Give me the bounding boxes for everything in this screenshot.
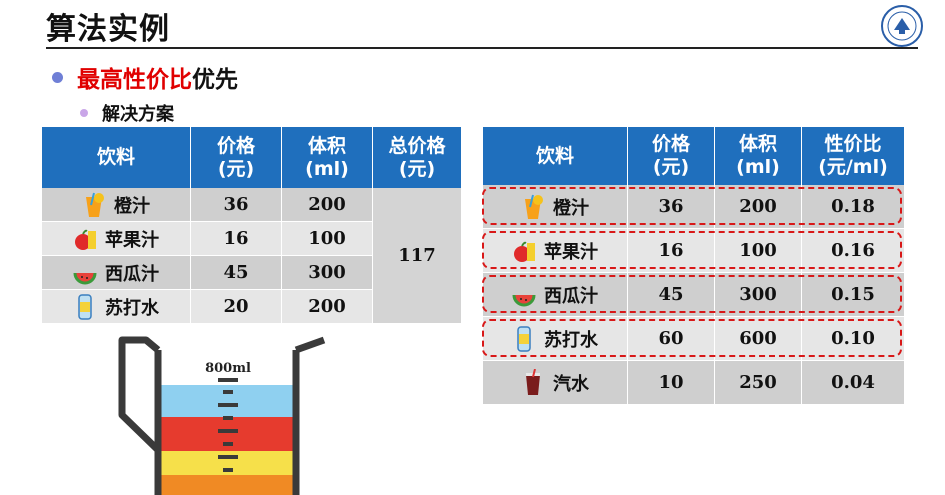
beverage-name: 西瓜汁 (105, 263, 159, 285)
table-row: 橙汁 36 200 0.18 (483, 185, 904, 229)
table-row: 苹果汁 16 100 (42, 221, 461, 256)
table-row: 汽水 10 250 0.04 (483, 360, 904, 405)
volume-cell: 300 (714, 272, 802, 317)
volume-cell: 300 (281, 255, 373, 290)
university-logo-icon (881, 5, 923, 47)
price-cell: 45 (627, 272, 715, 317)
price-cell: 45 (190, 255, 282, 290)
table-row: 西瓜汁 45 300 (42, 255, 461, 290)
bullet-emphasis: 最高性价比 (77, 67, 192, 93)
price-cell: 20 (190, 289, 282, 324)
ratio-cell: 0.18 (801, 185, 904, 229)
volume-cell: 200 (714, 185, 802, 229)
beverage-name: 橙汁 (114, 195, 150, 217)
selected-row-highlight (482, 319, 902, 357)
ratio-cell: 0.04 (801, 360, 904, 405)
selected-row-highlight (482, 275, 902, 313)
slide-title: 算法实例 (46, 12, 170, 47)
beverage-name: 苏打水 (544, 329, 598, 351)
title-divider (46, 47, 918, 49)
price-cell: 10 (627, 360, 715, 405)
apple-juice-icon (75, 229, 96, 250)
bullet-dot-icon (52, 71, 63, 83)
watermelon-juice-icon (73, 272, 97, 284)
price-cell: 36 (190, 188, 282, 222)
beverage-name: 苏打水 (105, 297, 159, 319)
table-row: 苏打水 60 600 0.10 (483, 316, 904, 361)
beverage-name: 橙汁 (553, 197, 589, 219)
price-cell: 16 (627, 228, 715, 273)
orange-juice-icon (86, 192, 104, 217)
selected-row-highlight (482, 187, 902, 225)
soda-water-icon (517, 325, 531, 352)
volume-cell: 100 (281, 221, 373, 256)
jug-capacity-label: 800ml (205, 361, 251, 376)
jug-layer (158, 385, 296, 417)
left-table: 饮料 价格 (元) 体积 (ml) 总价格 (元) 橙汁 36 200 117 … (42, 127, 461, 324)
bullet-strategy: 最高性价比 优先 (52, 60, 238, 94)
volume-cell: 600 (714, 316, 802, 361)
table-row: 苹果汁 16 100 0.16 (483, 228, 904, 273)
ratio-cell: 0.15 (801, 272, 904, 317)
header-price: 价格 (元) (190, 127, 282, 188)
bullet-rest: 优先 (192, 67, 238, 93)
header-price: 价格 (元) (627, 127, 715, 185)
beverage-name: 苹果汁 (105, 229, 159, 251)
beverage-name: 苹果汁 (544, 241, 598, 263)
ratio-cell: 0.16 (801, 228, 904, 273)
volume-cell: 100 (714, 228, 802, 273)
soda-water-icon (78, 293, 92, 320)
ratio-cell: 0.10 (801, 316, 904, 361)
right-table: 饮料 价格 (元) 体积 (ml) 性价比 (元/ml) 橙汁 36 200 0… (483, 127, 904, 405)
header-beverage: 饮料 (483, 127, 628, 185)
price-cell: 16 (190, 221, 282, 256)
volume-cell: 200 (281, 188, 373, 222)
apple-juice-icon (514, 241, 535, 262)
volume-cell: 250 (714, 360, 802, 405)
sub-bullet-text: 解决方案 (102, 104, 174, 125)
jug-layer (158, 475, 296, 495)
beverage-name: 西瓜汁 (544, 285, 598, 307)
watermelon-juice-icon (512, 294, 536, 306)
price-cell: 60 (627, 316, 715, 361)
table-row: 橙汁 36 200 117 (42, 188, 461, 324)
sub-bullet: 解决方案 (80, 100, 174, 126)
beverage-name: 汽水 (553, 373, 589, 395)
price-cell: 36 (627, 185, 715, 229)
selected-row-highlight (482, 231, 902, 269)
header-value-ratio: 性价比 (元/ml) (801, 127, 904, 185)
header-volume: 体积 (ml) (714, 127, 802, 185)
header-volume: 体积 (ml) (281, 127, 373, 188)
header-total: 总价格 (元) (372, 127, 461, 188)
total-price-cell: 117 (372, 188, 461, 324)
header-beverage: 饮料 (42, 127, 191, 188)
volume-cell: 200 (281, 289, 373, 324)
cola-icon (526, 368, 540, 395)
table-row: 西瓜汁 45 300 0.15 (483, 272, 904, 317)
table-row: 苏打水 20 200 (42, 289, 461, 324)
sub-bullet-dot-icon (80, 109, 88, 117)
measuring-jug-illustration: 800ml (118, 336, 326, 495)
orange-juice-icon (525, 194, 543, 219)
